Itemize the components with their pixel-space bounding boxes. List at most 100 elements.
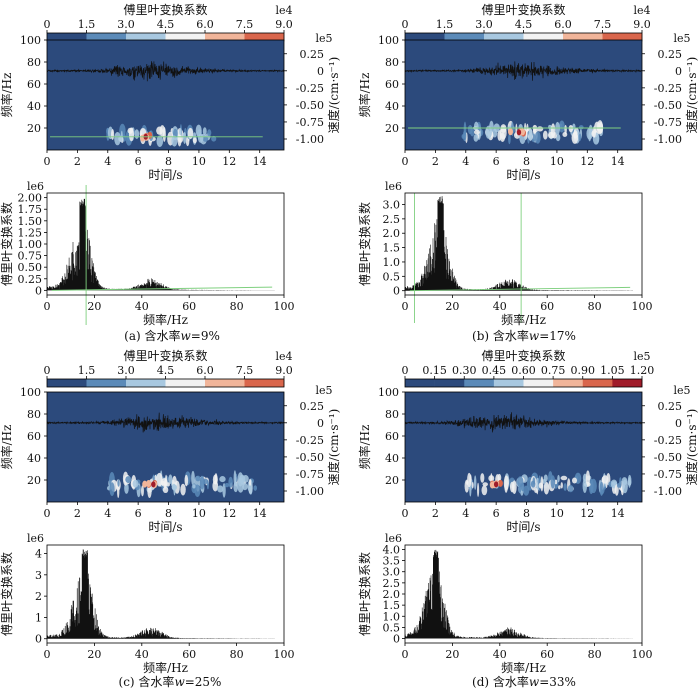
energy-blob <box>578 125 584 130</box>
x-tick-label: 40 <box>493 300 507 313</box>
y-tick-label: 100 <box>20 386 41 399</box>
y-tick-label: 1.5 <box>383 599 401 612</box>
x-axis-label: 频率/Hz <box>501 312 546 327</box>
x-tick-label: 60 <box>540 300 554 313</box>
colorbar-segment <box>553 379 584 387</box>
x-tick-label: 100 <box>274 648 295 661</box>
energy-blob <box>109 482 115 497</box>
y-tick-label: 0.50 <box>18 261 43 274</box>
colorbar-segment <box>405 379 435 387</box>
energy-band <box>464 470 632 497</box>
energy-blob <box>228 476 233 488</box>
x-tick-label: 12 <box>580 507 594 520</box>
y-tick-label: 0 <box>35 284 42 297</box>
colorbar-tick-label: 6.0 <box>196 364 214 377</box>
energy-blob <box>253 485 258 491</box>
energy-blob <box>543 130 548 140</box>
colorbar-segment <box>244 33 285 41</box>
energy-blob <box>192 137 197 144</box>
colorbar-tick-label: 7.5 <box>236 364 254 377</box>
y-tick-label: 1.00 <box>18 238 43 251</box>
energy-blob <box>217 485 224 493</box>
x-axis-label: 时间/s <box>148 168 182 182</box>
colorbar: 0 0.15 0.30 0.45 0.60 0.75 0.90 1.05 1.20 傅里叶变换系数… <box>402 348 654 388</box>
colorbar-tick-label: 9.0 <box>633 18 651 31</box>
energy-blob <box>171 135 178 147</box>
colorbar-segment <box>205 33 245 41</box>
y2-tick-label: -1.00 <box>654 485 682 498</box>
x-tick-label: 100 <box>632 648 653 661</box>
energy-blob <box>152 474 155 482</box>
energy-blob <box>192 484 196 489</box>
y2-axis-label: 速度/(cm·s⁻¹) <box>684 57 699 134</box>
x-axis-label: 时间/s <box>506 168 540 182</box>
y-tick-label: 20 <box>385 474 399 487</box>
colorbar-segment <box>86 379 127 387</box>
y-axis-label: 傅里叶变换系数 <box>0 552 14 636</box>
spectrogram-frame <box>404 391 643 503</box>
x-tick-label: 2 <box>74 155 81 168</box>
energy-blob <box>207 129 212 137</box>
y-tick-label: 80 <box>385 408 399 421</box>
colorbar-segment <box>165 379 206 387</box>
energy-blob <box>564 124 567 135</box>
y-tick-label: 60 <box>385 430 399 443</box>
energy-blob <box>627 474 632 487</box>
energy-blob <box>550 475 556 489</box>
y-tick-label: 40 <box>27 100 41 113</box>
trend-line <box>51 286 273 291</box>
energy-blob <box>470 128 475 137</box>
energy-blob <box>194 484 201 498</box>
energy-blob <box>568 124 574 133</box>
x-tick-label: 60 <box>182 648 196 661</box>
colorbar-segment <box>47 33 87 41</box>
y-tick-label: 1.0 <box>383 256 401 269</box>
energy-blob <box>481 485 488 496</box>
y-axis-label: 频率/Hz <box>0 73 14 118</box>
y2-tick-label: 0.25 <box>300 400 325 413</box>
energy-peak <box>151 481 156 488</box>
colorbar-label: 傅里叶变换系数 <box>481 348 565 363</box>
x-tick-label: 0 <box>402 507 409 520</box>
colorbar-segment <box>47 379 87 387</box>
spectrogram: 0 2 4 6 8 10 12 14 时间/s 20 40 60 80 100 频率/Hz 0.25 0 -0.2… <box>357 384 699 534</box>
panel-d: 0 0.15 0.30 0.45 0.60 0.75 0.90 1.05 1.20 傅里叶变换系数… <box>357 348 699 689</box>
spectrum-frame <box>46 544 285 644</box>
y2-exponent: le5 <box>315 32 332 45</box>
colorbar-tick-label: 4.5 <box>515 18 533 31</box>
colorbar-tick-label: 4.5 <box>157 18 175 31</box>
y2-tick-label: -0.25 <box>296 82 324 95</box>
colorbar-label: 傅里叶变换系数 <box>481 2 565 17</box>
y-exponent: le6 <box>27 180 44 193</box>
energy-blob <box>191 470 195 486</box>
spectrogram: 0 2 4 6 8 10 12 14 时间/s 20 40 60 80 100 频率/Hz 0.25 0 -0.2… <box>357 32 699 182</box>
y-tick-label: 20 <box>385 122 399 135</box>
x-tick-label: 80 <box>230 648 244 661</box>
y2-tick-label: -0.50 <box>296 99 324 112</box>
x-tick-label: 0 <box>402 648 409 661</box>
colorbar-segment <box>493 379 524 387</box>
energy-blob <box>586 127 593 140</box>
energy-blob <box>222 483 226 498</box>
energy-blob <box>555 133 561 142</box>
colorbar-label: 傅里叶变换系数 <box>123 2 207 17</box>
y-tick-label: 3.0 <box>383 566 401 579</box>
energy-blob <box>471 481 474 489</box>
y-tick-label: 80 <box>385 56 399 69</box>
energy-blob <box>202 127 207 136</box>
x-tick-label: 14 <box>253 155 267 168</box>
energy-blob <box>114 131 121 146</box>
energy-blob <box>532 128 536 133</box>
energy-blob <box>180 483 186 496</box>
colorbar-segment <box>612 379 643 387</box>
energy-blob <box>578 133 582 142</box>
y-tick-label: 40 <box>385 452 399 465</box>
x-tick-label: 20 <box>87 648 101 661</box>
colorbar: 0 1.5 3.0 4.5 6.0 7.5 9.0 傅里叶变换系数 le4 <box>44 348 293 388</box>
x-tick-label: 4 <box>462 155 469 168</box>
y2-tick-label: 0 <box>317 65 324 78</box>
energy-blob <box>248 478 252 486</box>
y-tick-label: 0 <box>393 633 400 646</box>
energy-blob <box>571 477 578 484</box>
